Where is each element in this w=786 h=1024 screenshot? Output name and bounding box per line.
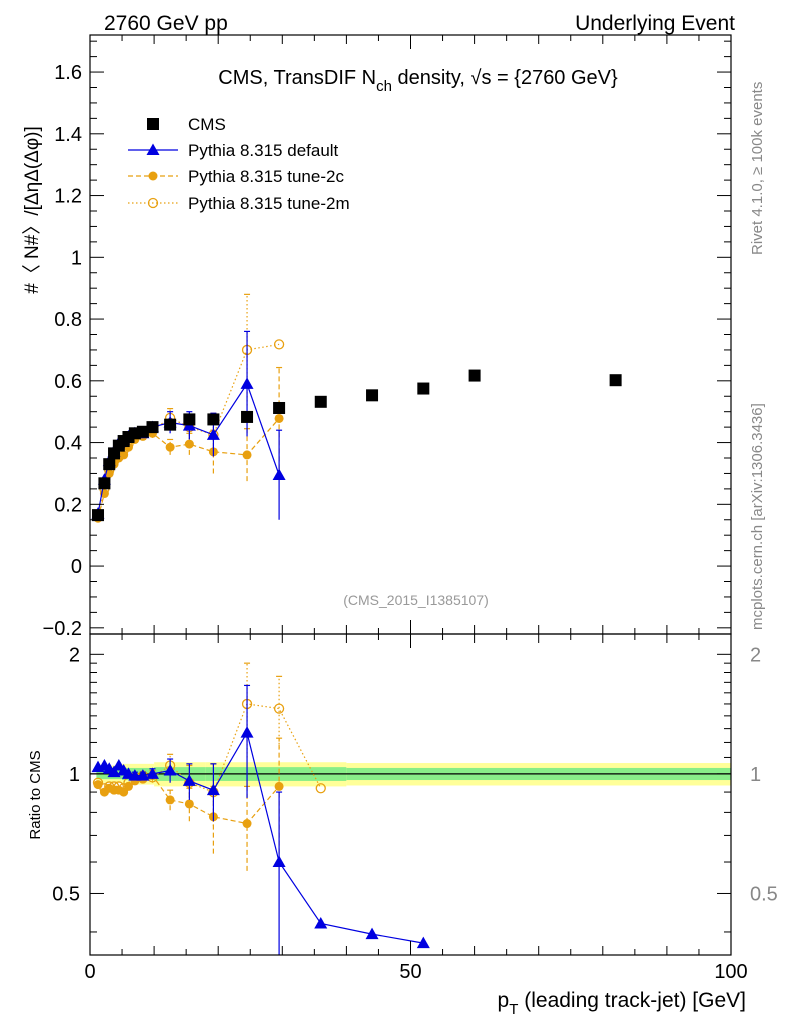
legend-marker-tune2c — [148, 171, 158, 181]
data-point-tune2c — [184, 799, 194, 809]
data-point-default — [272, 468, 286, 480]
data-point-cms — [241, 410, 254, 423]
data-point-tune2c — [93, 780, 103, 790]
data-point-cms — [207, 413, 220, 426]
data-point-cms — [136, 425, 149, 438]
data-point-cms — [417, 382, 430, 395]
x-label-prefix: p — [498, 989, 510, 1012]
data-point-cms — [122, 431, 135, 444]
data-point-tune2c — [242, 819, 252, 829]
data-point-cms — [164, 418, 177, 431]
y-tick-label: 1 — [71, 247, 82, 269]
ratio-y-tick-label: 2 — [69, 644, 80, 666]
y-tick-label: 0 — [71, 556, 82, 578]
data-point-cms — [103, 458, 116, 471]
ratio-y-tick-label-right: 2 — [750, 644, 761, 666]
data-point-default — [240, 726, 254, 738]
y-tick-label: 0.4 — [54, 433, 82, 455]
legend-marker-default — [146, 143, 160, 155]
header-right: Underlying Event — [575, 12, 735, 35]
data-point-tune2c — [165, 442, 175, 452]
x-axis-label: pT (leading track-jet) [GeV] — [498, 989, 746, 1018]
y-axis-label: #〈 N#〉/[ΔηΔ(Δφ)] — [21, 126, 43, 294]
data-point-default — [272, 855, 286, 868]
data-point-default — [136, 769, 150, 781]
ratio-y-axis-label: Ratio to CMS — [27, 750, 44, 839]
ratio-y-tick-label-right: 0.5 — [750, 883, 778, 905]
y-tick-label: 1.6 — [54, 62, 82, 84]
title-suffix: density, √s = {2760 GeV} — [392, 67, 618, 89]
main-data-marks — [91, 293, 622, 523]
ratio-data-marks — [91, 662, 430, 955]
data-point-tune2c — [165, 795, 175, 805]
chart-title: CMS, TransDIF Nch density, √s = {2760 Ge… — [218, 67, 618, 95]
data-point-cms — [468, 369, 481, 382]
data-point-default — [416, 936, 430, 949]
data-point-tune2c — [274, 413, 284, 423]
y-tick-label: 0.2 — [54, 494, 82, 516]
x-label-suffix: (leading track-jet) [GeV] — [518, 989, 746, 1012]
data-point-cms — [609, 374, 622, 387]
data-point-cms — [92, 509, 105, 522]
data-point-cms — [183, 413, 196, 426]
analysis-watermark: (CMS_2015_I1385107) — [343, 592, 489, 608]
legend-label-default: Pythia 8.315 default — [188, 141, 339, 160]
y-tick-label: −0.2 — [43, 618, 82, 640]
mcplots-label: mcplots.cern.ch [arXiv:1306.3436] — [749, 403, 766, 630]
data-point-tune2c — [184, 439, 194, 449]
legend-label-tune2m: Pythia 8.315 tune-2m — [188, 194, 350, 213]
rivet-label: Rivet 4.1.0, ≥ 100k events — [749, 82, 766, 255]
y-tick-label: 1.2 — [54, 186, 82, 208]
x-tick-label: 0 — [84, 961, 95, 983]
header-left: 2760 GeV pp — [104, 12, 228, 35]
ratio-frame — [89, 633, 732, 956]
main-frame — [89, 34, 732, 635]
data-point-default — [182, 774, 196, 786]
data-point-cms — [314, 395, 327, 408]
ratio-y-tick-label: 1 — [69, 764, 80, 786]
data-point-tune2m — [273, 703, 285, 714]
x-label-sub: T — [509, 1001, 518, 1018]
data-point-default — [107, 765, 121, 778]
legend-label-cms: CMS — [188, 115, 226, 134]
data-point-tune2m — [273, 339, 285, 350]
legend-marker-cms — [147, 118, 159, 130]
data-point-default — [206, 783, 220, 796]
data-point-default — [240, 377, 254, 389]
data-point-tune2m — [315, 783, 326, 794]
ratio-y-tick-label: 0.5 — [52, 883, 80, 905]
data-point-cms — [273, 401, 286, 414]
data-point-tune2c — [274, 781, 284, 791]
data-point-tune2c — [242, 450, 252, 460]
x-tick-label: 100 — [714, 961, 747, 983]
legend-marker-tune2m — [147, 197, 159, 209]
data-point-default — [314, 917, 328, 929]
data-point-tune2c — [123, 781, 133, 791]
x-tick-label: 50 — [399, 961, 421, 983]
y-tick-label: 0.8 — [54, 309, 82, 331]
y-tick-label: 0.6 — [54, 371, 82, 393]
data-point-cms — [366, 389, 379, 402]
legend-label-tune2c: Pythia 8.315 tune-2c — [188, 167, 344, 186]
y-tick-label: 1.4 — [54, 124, 82, 146]
data-point-default — [145, 767, 159, 779]
title-prefix: CMS, TransDIF N — [218, 67, 376, 89]
data-point-default — [163, 763, 177, 776]
title-sub: ch — [376, 78, 392, 95]
axes: 0 50 100 −0.2 0 0.2 0.4 0.6 0.8 1 1.2 1.4 1.6 0.5 0.5 1… — [43, 34, 778, 983]
data-point-default — [206, 428, 220, 440]
data-point-cms — [98, 477, 111, 490]
legend: CMS Pythia 8.315 default Pythia 8.315 tu… — [128, 115, 350, 213]
ratio-y-tick-label-right: 1 — [750, 764, 761, 786]
data-point-cms — [146, 421, 159, 434]
data-point-default — [365, 927, 379, 940]
